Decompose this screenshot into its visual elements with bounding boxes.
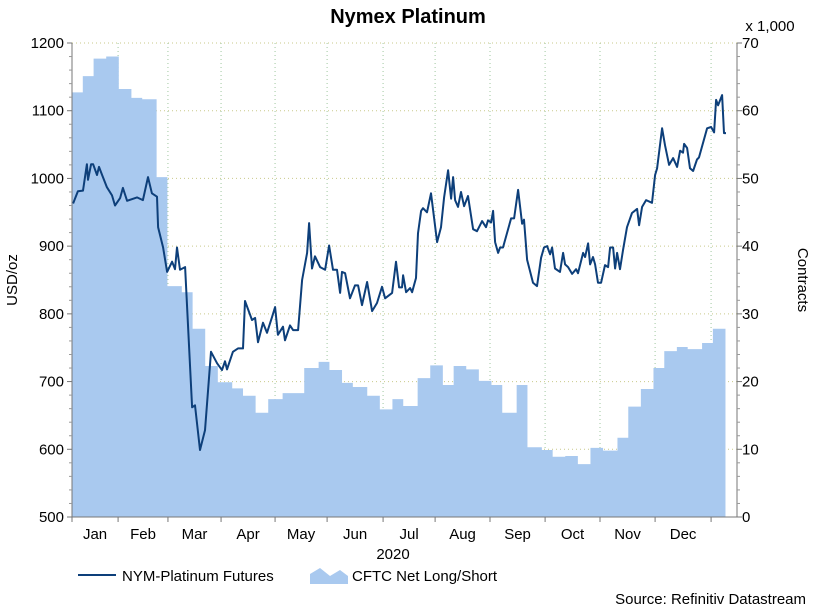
month-label: Dec xyxy=(670,526,697,543)
source-note: Source: Refinitiv Datastream xyxy=(615,591,806,608)
left-axis-label: USD/oz xyxy=(4,254,21,306)
left-tick-label: 500 xyxy=(39,509,64,526)
right-tick-label: 10 xyxy=(742,441,759,458)
month-label: Oct xyxy=(561,526,585,543)
month-label: Jul xyxy=(399,526,418,543)
left-tick-label: 1200 xyxy=(31,35,64,52)
month-label: Jan xyxy=(83,526,107,543)
right-tick-label: 60 xyxy=(742,103,759,120)
chart-title: Nymex Platinum xyxy=(330,6,486,28)
month-label: Jun xyxy=(343,526,367,543)
left-tick-label: 700 xyxy=(39,374,64,391)
x-axis-label: 2020 xyxy=(376,546,409,563)
legend-area-swatch xyxy=(310,568,348,584)
left-tick-label: 800 xyxy=(39,306,64,323)
left-tick-label: 600 xyxy=(39,441,64,458)
month-label: Apr xyxy=(236,526,259,543)
right-tick-label: 70 xyxy=(742,35,759,52)
right-axis-multiplier: x 1,000 xyxy=(745,18,794,35)
month-label: Aug xyxy=(449,526,476,543)
month-label: May xyxy=(287,526,316,543)
legend: NYM-Platinum Futures CFTC Net Long/Short xyxy=(78,568,498,585)
left-tick-label: 900 xyxy=(39,238,64,255)
left-tick-label: 1000 xyxy=(31,170,64,187)
right-tick-label: 20 xyxy=(742,374,759,391)
month-label: Feb xyxy=(130,526,156,543)
month-label: Sep xyxy=(504,526,531,543)
legend-label-cftc: CFTC Net Long/Short xyxy=(352,568,498,585)
right-tick-label: 0 xyxy=(742,509,750,526)
month-label: Mar xyxy=(182,526,208,543)
right-tick-label: 30 xyxy=(742,306,759,323)
right-axis-label: Contracts xyxy=(794,248,811,312)
month-label: Nov xyxy=(614,526,641,543)
right-tick-label: 40 xyxy=(742,238,759,255)
legend-label-futures: NYM-Platinum Futures xyxy=(122,568,274,585)
left-tick-label: 1100 xyxy=(32,103,64,120)
right-tick-label: 50 xyxy=(742,170,759,187)
